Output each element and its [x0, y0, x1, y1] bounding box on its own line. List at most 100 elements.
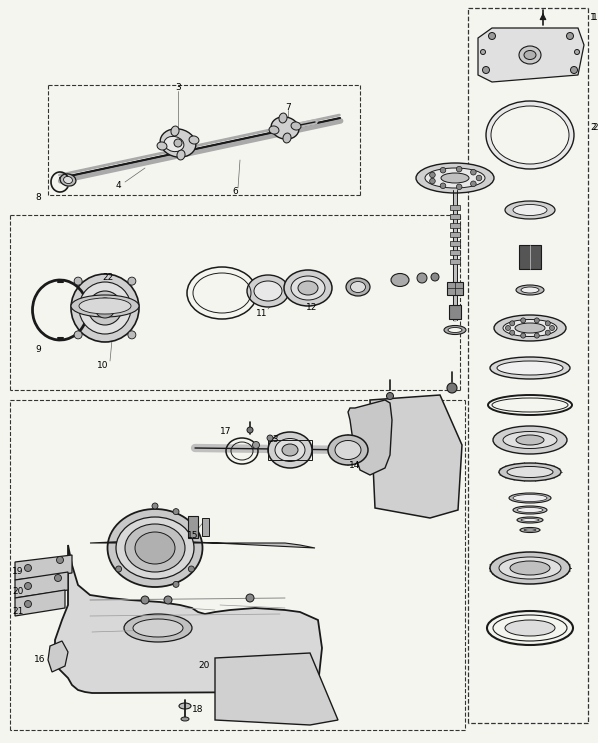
Circle shape — [431, 273, 439, 281]
Circle shape — [521, 318, 526, 323]
Ellipse shape — [88, 291, 122, 325]
Circle shape — [505, 325, 511, 331]
Circle shape — [534, 333, 539, 338]
Text: 9: 9 — [35, 345, 41, 354]
Circle shape — [173, 509, 179, 515]
Polygon shape — [15, 590, 65, 616]
Circle shape — [476, 175, 482, 181]
Ellipse shape — [513, 204, 547, 215]
Text: 1: 1 — [590, 13, 596, 22]
Polygon shape — [348, 400, 392, 475]
Circle shape — [489, 33, 496, 39]
Bar — [450, 250, 460, 255]
Polygon shape — [15, 572, 68, 598]
Circle shape — [128, 331, 136, 339]
Ellipse shape — [63, 176, 72, 184]
Text: 17: 17 — [220, 427, 232, 436]
Ellipse shape — [268, 432, 312, 468]
Ellipse shape — [335, 441, 361, 459]
Ellipse shape — [490, 357, 570, 379]
Ellipse shape — [346, 278, 370, 296]
Text: 13: 13 — [269, 435, 280, 444]
Ellipse shape — [505, 620, 555, 636]
Ellipse shape — [95, 298, 115, 318]
Ellipse shape — [177, 150, 185, 160]
Text: 2: 2 — [590, 123, 596, 132]
Text: 20: 20 — [199, 661, 210, 669]
Circle shape — [440, 183, 446, 189]
Polygon shape — [478, 28, 584, 82]
Circle shape — [54, 574, 62, 582]
Ellipse shape — [505, 201, 555, 219]
Ellipse shape — [282, 444, 298, 456]
Ellipse shape — [503, 432, 557, 449]
Circle shape — [173, 581, 179, 588]
Ellipse shape — [247, 275, 289, 307]
Bar — [202, 518, 209, 536]
Ellipse shape — [283, 133, 291, 143]
Polygon shape — [55, 545, 322, 693]
Ellipse shape — [116, 517, 194, 579]
Ellipse shape — [510, 561, 550, 575]
Ellipse shape — [124, 614, 192, 642]
Circle shape — [386, 392, 393, 400]
Ellipse shape — [271, 117, 299, 139]
Circle shape — [247, 427, 253, 433]
Ellipse shape — [328, 435, 368, 465]
Text: 18: 18 — [192, 706, 204, 715]
Ellipse shape — [179, 703, 191, 709]
Ellipse shape — [391, 273, 409, 287]
Ellipse shape — [279, 113, 287, 123]
Ellipse shape — [503, 319, 557, 337]
Ellipse shape — [157, 142, 167, 150]
Circle shape — [575, 50, 579, 54]
Circle shape — [483, 67, 490, 74]
Ellipse shape — [507, 467, 553, 478]
Circle shape — [74, 277, 82, 285]
Circle shape — [164, 596, 172, 604]
Circle shape — [128, 277, 136, 285]
Ellipse shape — [189, 136, 199, 144]
Circle shape — [456, 184, 462, 189]
Ellipse shape — [490, 552, 570, 584]
Circle shape — [246, 594, 254, 602]
Circle shape — [566, 33, 573, 39]
Circle shape — [545, 330, 550, 335]
Ellipse shape — [171, 126, 179, 136]
Circle shape — [509, 321, 515, 325]
Ellipse shape — [520, 528, 540, 533]
Circle shape — [25, 600, 32, 608]
Ellipse shape — [108, 509, 203, 587]
Text: 11: 11 — [257, 308, 268, 317]
Ellipse shape — [164, 137, 184, 152]
Text: 12: 12 — [306, 302, 318, 311]
Bar — [450, 241, 460, 246]
Text: 16: 16 — [33, 655, 45, 664]
Ellipse shape — [517, 517, 543, 523]
Circle shape — [521, 333, 526, 338]
Ellipse shape — [254, 281, 282, 301]
Circle shape — [267, 435, 273, 441]
Ellipse shape — [298, 281, 318, 295]
Circle shape — [252, 441, 260, 449]
Circle shape — [481, 50, 486, 54]
Ellipse shape — [125, 524, 185, 572]
Circle shape — [141, 596, 149, 604]
Ellipse shape — [524, 51, 536, 59]
Ellipse shape — [513, 495, 547, 502]
Ellipse shape — [350, 282, 365, 293]
Text: 7: 7 — [285, 103, 291, 111]
Bar — [188, 516, 198, 538]
Ellipse shape — [499, 463, 561, 481]
Text: 21: 21 — [12, 608, 23, 617]
Circle shape — [440, 167, 446, 173]
Bar — [450, 223, 460, 228]
Ellipse shape — [513, 506, 547, 514]
Circle shape — [447, 383, 457, 393]
Ellipse shape — [79, 282, 131, 334]
Ellipse shape — [521, 287, 539, 293]
Ellipse shape — [425, 168, 485, 188]
Circle shape — [56, 557, 63, 563]
Text: 10: 10 — [97, 360, 109, 369]
Bar — [449, 305, 461, 319]
